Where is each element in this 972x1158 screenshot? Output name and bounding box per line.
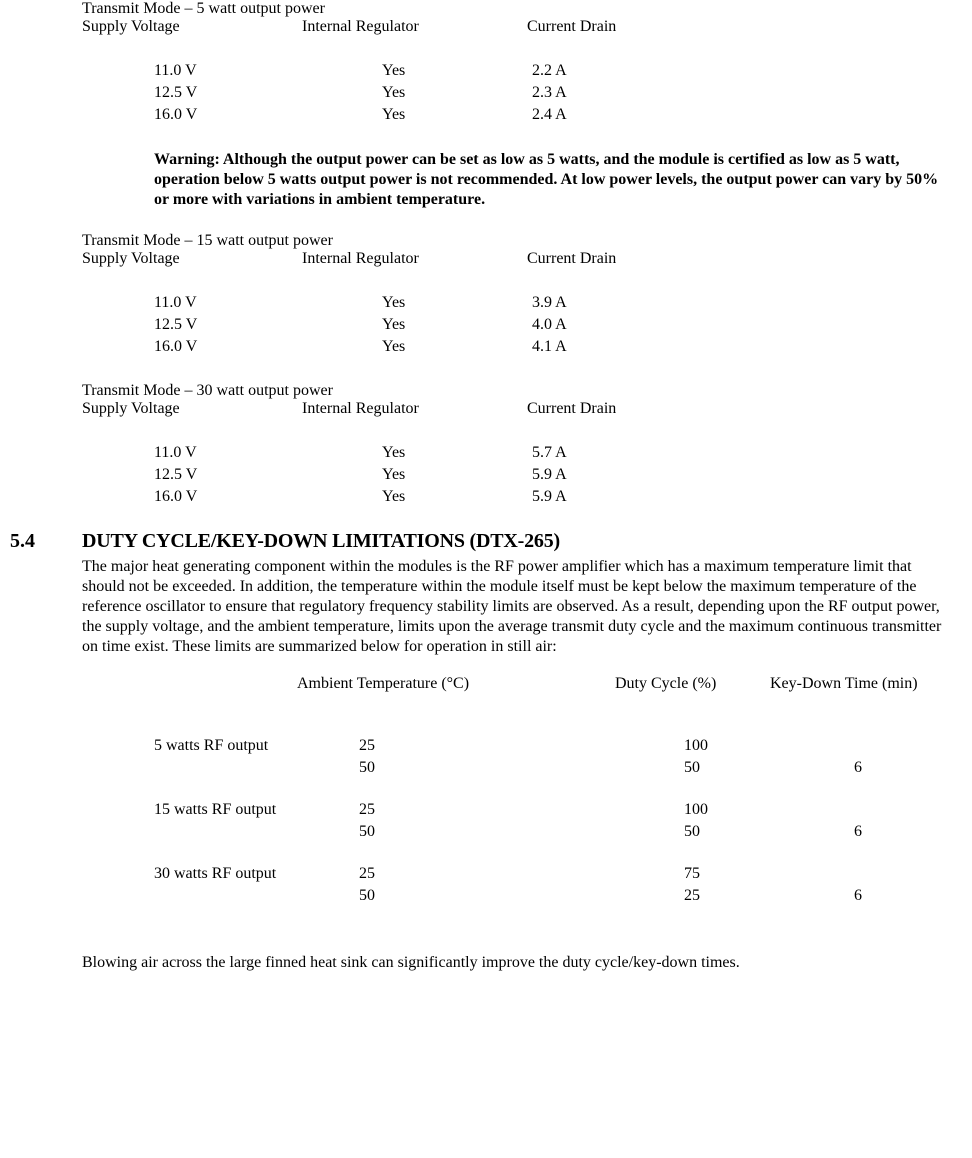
internal-regulator-value: Yes bbox=[382, 444, 532, 462]
ambient-temp-value: 50 bbox=[359, 823, 684, 841]
ambient-temp-value: 25 bbox=[359, 865, 684, 883]
current-drain-value: 4.0 A bbox=[532, 316, 732, 334]
current-drain-value: 4.1 A bbox=[532, 338, 732, 356]
duty-group-row: 50 50 6 bbox=[154, 759, 962, 781]
internal-regulator-value: Yes bbox=[382, 466, 532, 484]
duty-group-row: 5 watts RF output 25 100 bbox=[154, 737, 962, 759]
header-internal-regulator: Internal Regulator bbox=[302, 18, 527, 36]
current-drain-value: 2.4 A bbox=[532, 106, 732, 124]
current-drain-value: 5.7 A bbox=[532, 444, 732, 462]
duty-cycle-value: 100 bbox=[684, 801, 854, 819]
ambient-temp-value: 50 bbox=[359, 887, 684, 905]
duty-cycle-value: 75 bbox=[684, 865, 854, 883]
ambient-temp-value: 25 bbox=[359, 737, 684, 755]
section-title: DUTY CYCLE/KEY-DOWN LIMITATIONS (DTX-265… bbox=[82, 530, 560, 553]
table-row: 12.5 V Yes 4.0 A bbox=[154, 316, 962, 338]
duty-group-label: 30 watts RF output bbox=[154, 865, 359, 883]
supply-voltage-value: 11.0 V bbox=[154, 294, 382, 312]
ambient-temp-value: 50 bbox=[359, 759, 684, 777]
duty-group-row: 50 50 6 bbox=[154, 823, 962, 845]
internal-regulator-value: Yes bbox=[382, 84, 532, 102]
header-key-down: Key-Down Time (min) bbox=[770, 675, 918, 693]
supply-voltage-value: 12.5 V bbox=[154, 84, 382, 102]
duty-cycle-value: 50 bbox=[684, 759, 854, 777]
internal-regulator-value: Yes bbox=[382, 488, 532, 506]
duty-group-label: 5 watts RF output bbox=[154, 737, 359, 755]
duty-group-row: 15 watts RF output 25 100 bbox=[154, 801, 962, 823]
header-internal-regulator: Internal Regulator bbox=[302, 250, 527, 268]
table-row: 11.0 V Yes 5.7 A bbox=[154, 444, 962, 466]
current-drain-value: 3.9 A bbox=[532, 294, 732, 312]
duty-cycle-value: 100 bbox=[684, 737, 854, 755]
internal-regulator-value: Yes bbox=[382, 62, 532, 80]
current-drain-value: 5.9 A bbox=[532, 466, 732, 484]
mode-5w-title: Transmit Mode – 5 watt output power bbox=[82, 0, 952, 18]
header-supply-voltage: Supply Voltage bbox=[82, 400, 302, 418]
table-row: 11.0 V Yes 2.2 A bbox=[154, 62, 962, 84]
internal-regulator-value: Yes bbox=[382, 294, 532, 312]
section-heading: 5.4 DUTY CYCLE/KEY-DOWN LIMITATIONS (DTX… bbox=[10, 530, 962, 553]
supply-voltage-value: 12.5 V bbox=[154, 316, 382, 334]
footer-note: Blowing air across the large finned heat… bbox=[82, 953, 952, 973]
header-current-drain: Current Drain bbox=[527, 18, 727, 36]
table-row: 12.5 V Yes 5.9 A bbox=[154, 466, 962, 488]
table-row: 16.0 V Yes 5.9 A bbox=[154, 488, 962, 510]
header-supply-voltage: Supply Voltage bbox=[82, 250, 302, 268]
header-current-drain: Current Drain bbox=[527, 250, 727, 268]
duty-cycle-value: 50 bbox=[684, 823, 854, 841]
supply-voltage-value: 16.0 V bbox=[154, 338, 382, 356]
table-row: 16.0 V Yes 2.4 A bbox=[154, 106, 962, 128]
duty-cycle-header: Ambient Temperature (°C) Duty Cycle (%) … bbox=[82, 675, 962, 693]
header-duty-cycle: Duty Cycle (%) bbox=[615, 675, 770, 693]
mode-15w-title: Transmit Mode – 15 watt output power bbox=[82, 232, 952, 250]
supply-voltage-value: 11.0 V bbox=[154, 444, 382, 462]
mode-15w-header: Supply Voltage Internal Regulator Curren… bbox=[82, 250, 952, 272]
header-current-drain: Current Drain bbox=[527, 400, 727, 418]
table-row: 12.5 V Yes 2.3 A bbox=[154, 84, 962, 106]
supply-voltage-value: 11.0 V bbox=[154, 62, 382, 80]
warning-text: Warning: Although the output power can b… bbox=[154, 150, 952, 210]
duty-group-row: 30 watts RF output 25 75 bbox=[154, 865, 962, 887]
table-row: 16.0 V Yes 4.1 A bbox=[154, 338, 962, 360]
header-supply-voltage: Supply Voltage bbox=[82, 18, 302, 36]
current-drain-value: 2.3 A bbox=[532, 84, 732, 102]
key-down-value: 6 bbox=[854, 887, 862, 905]
section-paragraph: The major heat generating component with… bbox=[82, 557, 952, 657]
duty-group-label: 15 watts RF output bbox=[154, 801, 359, 819]
supply-voltage-value: 16.0 V bbox=[154, 106, 382, 124]
current-drain-value: 2.2 A bbox=[532, 62, 732, 80]
duty-cycle-value: 25 bbox=[684, 887, 854, 905]
header-internal-regulator: Internal Regulator bbox=[302, 400, 527, 418]
header-ambient-temp: Ambient Temperature (°C) bbox=[297, 675, 615, 693]
internal-regulator-value: Yes bbox=[382, 316, 532, 334]
duty-group-row: 50 25 6 bbox=[154, 887, 962, 909]
internal-regulator-value: Yes bbox=[382, 338, 532, 356]
mode-5w-header: Supply Voltage Internal Regulator Curren… bbox=[82, 18, 952, 40]
supply-voltage-value: 12.5 V bbox=[154, 466, 382, 484]
supply-voltage-value: 16.0 V bbox=[154, 488, 382, 506]
ambient-temp-value: 25 bbox=[359, 801, 684, 819]
internal-regulator-value: Yes bbox=[382, 106, 532, 124]
key-down-value: 6 bbox=[854, 759, 862, 777]
table-row: 11.0 V Yes 3.9 A bbox=[154, 294, 962, 316]
current-drain-value: 5.9 A bbox=[532, 488, 732, 506]
section-number: 5.4 bbox=[10, 530, 82, 553]
mode-30w-title: Transmit Mode – 30 watt output power bbox=[82, 382, 952, 400]
key-down-value: 6 bbox=[854, 823, 862, 841]
mode-30w-header: Supply Voltage Internal Regulator Curren… bbox=[82, 400, 952, 422]
